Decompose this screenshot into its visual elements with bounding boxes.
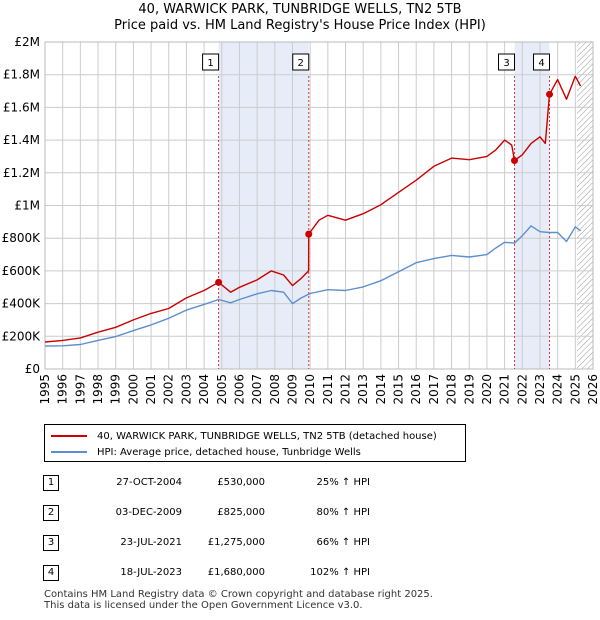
x-tick-label: 2025	[568, 374, 582, 405]
sale-price: £1,275,000	[207, 537, 265, 548]
x-tick-label: 2004	[197, 374, 211, 405]
sale-date: 03-DEC-2009	[115, 507, 182, 518]
sale-row: 3 23-JUL-2021 £1,275,000 66% ↑ HPI	[0, 534, 600, 554]
sale-number-badge: 1	[43, 475, 59, 491]
x-tick-label: 2021	[498, 374, 512, 405]
x-tick-label: 1999	[109, 374, 123, 405]
sale-label-text: 1	[207, 58, 213, 69]
y-tick-label: £600K	[2, 264, 42, 278]
y-tick-label: £1M	[14, 199, 40, 213]
y-tick-label: £200K	[2, 329, 42, 343]
sale-price: £1,680,000	[207, 567, 265, 578]
property-price-line	[44, 75, 582, 343]
x-tick-label: 2017	[427, 374, 441, 405]
x-tick-label: 1996	[56, 374, 70, 405]
chart-title: 40, WARWICK PARK, TUNBRIDGE WELLS, TN2 5…	[0, 2, 600, 34]
x-tick-label: 2020	[480, 374, 494, 405]
y-tick-label: £0	[25, 362, 40, 376]
x-tick-label: 2007	[250, 374, 264, 405]
footer-licence: This data is licensed under the Open Gov…	[44, 600, 363, 611]
y-tick-label: £800K	[2, 231, 42, 245]
x-tick-label: 2013	[356, 374, 370, 405]
sale-label-box	[498, 53, 516, 71]
x-tick-label: 2022	[515, 374, 529, 405]
y-tick-label: £1.8M	[3, 68, 40, 82]
sale-hpi-change: 80% ↑ HPI	[316, 507, 370, 518]
legend: 40, WARWICK PARK, TUNBRIDGE WELLS, TN2 5…	[44, 424, 466, 462]
x-tick-label: 2012	[339, 374, 353, 405]
footer-copyright: Contains HM Land Registry data © Crown c…	[44, 589, 433, 600]
x-tick-label: 2010	[303, 374, 317, 405]
x-tick-label: 2002	[162, 374, 176, 405]
hpi-line	[44, 225, 582, 347]
sale-point	[546, 90, 554, 98]
sale-date: 18-JUL-2023	[120, 567, 182, 578]
sale-point	[511, 157, 519, 165]
x-tick-label: 2003	[179, 374, 193, 405]
x-tick-label: 1998	[91, 374, 105, 405]
sale-row: 4 18-JUL-2023 £1,680,000 102% ↑ HPI	[0, 564, 600, 584]
sale-row: 2 03-DEC-2009 £825,000 80% ↑ HPI	[0, 504, 600, 524]
y-tick-label: £1.6M	[3, 100, 40, 114]
x-tick-label: 2026	[586, 374, 600, 405]
x-tick-label: 2006	[232, 374, 246, 405]
sale-number-badge: 4	[43, 565, 59, 581]
x-tick-label: 2018	[445, 374, 459, 405]
sale-label-text: 4	[538, 58, 544, 69]
sale-label-text: 3	[503, 58, 509, 69]
price-chart: 1 2 3 4 £0 £200K £400K £600K £800K £1M £1.2M £1.4M…	[2, 35, 600, 405]
sale-label-text: 2	[298, 58, 304, 69]
x-tick-label: 2008	[268, 374, 282, 405]
legend-label-property: 40, WARWICK PARK, TUNBRIDGE WELLS, TN2 5…	[97, 430, 437, 442]
sale-price: £530,000	[217, 477, 265, 488]
x-tick-label: 2016	[409, 374, 423, 405]
x-tick-label: 2015	[392, 374, 406, 405]
plot-frame	[44, 41, 594, 370]
sale-hpi-change: 102% ↑ HPI	[310, 567, 370, 578]
sale-number-badge: 2	[43, 505, 59, 521]
x-tick-label: 2011	[321, 374, 335, 405]
legend-label-hpi: HPI: Average price, detached house, Tunb…	[97, 446, 361, 458]
sale-hpi-change: 25% ↑ HPI	[316, 477, 370, 488]
x-tick-label: 1995	[38, 374, 52, 405]
x-tick-label: 2001	[144, 374, 158, 405]
sale-row: 1 27-OCT-2004 £530,000 25% ↑ HPI	[0, 474, 600, 494]
x-tick-label: 2000	[126, 374, 140, 405]
y-tick-label: £1.4M	[3, 133, 40, 147]
y-tick-label: £400K	[2, 297, 42, 311]
sale-number-badge: 3	[43, 535, 59, 551]
y-tick-label: £1.2M	[3, 166, 40, 180]
x-tick-label: 2014	[374, 374, 388, 405]
legend-item-property: 40, WARWICK PARK, TUNBRIDGE WELLS, TN2 5…	[51, 429, 437, 443]
x-tick-label: 1997	[73, 374, 87, 405]
x-tick-label: 2009	[285, 374, 299, 405]
sale-label-box	[292, 53, 310, 71]
sale-label-box	[533, 53, 551, 71]
sale-point	[215, 278, 223, 286]
x-tick-label: 2019	[462, 374, 476, 405]
legend-swatch-hpi	[51, 451, 87, 453]
x-tick-label: 2023	[533, 374, 547, 405]
title-line-1: 40, WARWICK PARK, TUNBRIDGE WELLS, TN2 5…	[138, 2, 462, 17]
y-tick-label: £2M	[14, 35, 40, 49]
sale-date: 23-JUL-2021	[120, 537, 182, 548]
sale-label-box	[202, 53, 220, 71]
sale-hpi-change: 66% ↑ HPI	[316, 537, 370, 548]
sale-price: £825,000	[217, 507, 265, 518]
x-tick-label: 2005	[215, 374, 229, 405]
sale-date: 27-OCT-2004	[116, 477, 182, 488]
x-tick-label: 2024	[551, 374, 565, 405]
footer: Contains HM Land Registry data © Crown c…	[44, 589, 433, 611]
legend-item-hpi: HPI: Average price, detached house, Tunb…	[51, 445, 361, 459]
title-line-2: Price paid vs. HM Land Registry's House …	[114, 18, 486, 33]
sale-point	[305, 230, 313, 238]
legend-swatch-property	[51, 435, 87, 437]
